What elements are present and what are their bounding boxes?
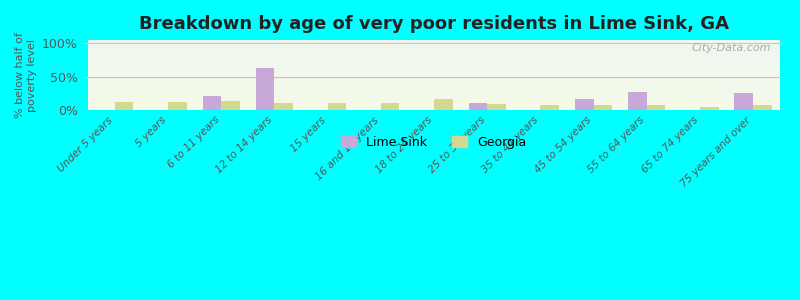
Bar — [115, 102, 134, 110]
Bar — [221, 101, 240, 110]
Bar — [700, 107, 718, 110]
Bar — [487, 104, 506, 110]
Y-axis label: % below half of
poverty level: % below half of poverty level — [15, 32, 37, 118]
Bar — [628, 92, 646, 110]
Bar — [734, 93, 753, 110]
Bar — [575, 99, 594, 110]
Bar — [646, 105, 666, 110]
Bar — [327, 103, 346, 110]
Text: City-Data.com: City-Data.com — [691, 43, 771, 53]
Bar — [381, 103, 399, 110]
Bar — [434, 99, 453, 110]
Legend: Lime Sink, Georgia: Lime Sink, Georgia — [336, 131, 531, 154]
Bar — [540, 105, 559, 110]
Bar — [594, 105, 612, 110]
Title: Breakdown by age of very poor residents in Lime Sink, GA: Breakdown by age of very poor residents … — [139, 15, 729, 33]
Bar — [202, 96, 221, 110]
Bar — [256, 68, 274, 110]
Bar — [753, 105, 772, 110]
Bar — [168, 102, 186, 110]
Bar — [469, 103, 487, 110]
Bar — [274, 103, 293, 110]
